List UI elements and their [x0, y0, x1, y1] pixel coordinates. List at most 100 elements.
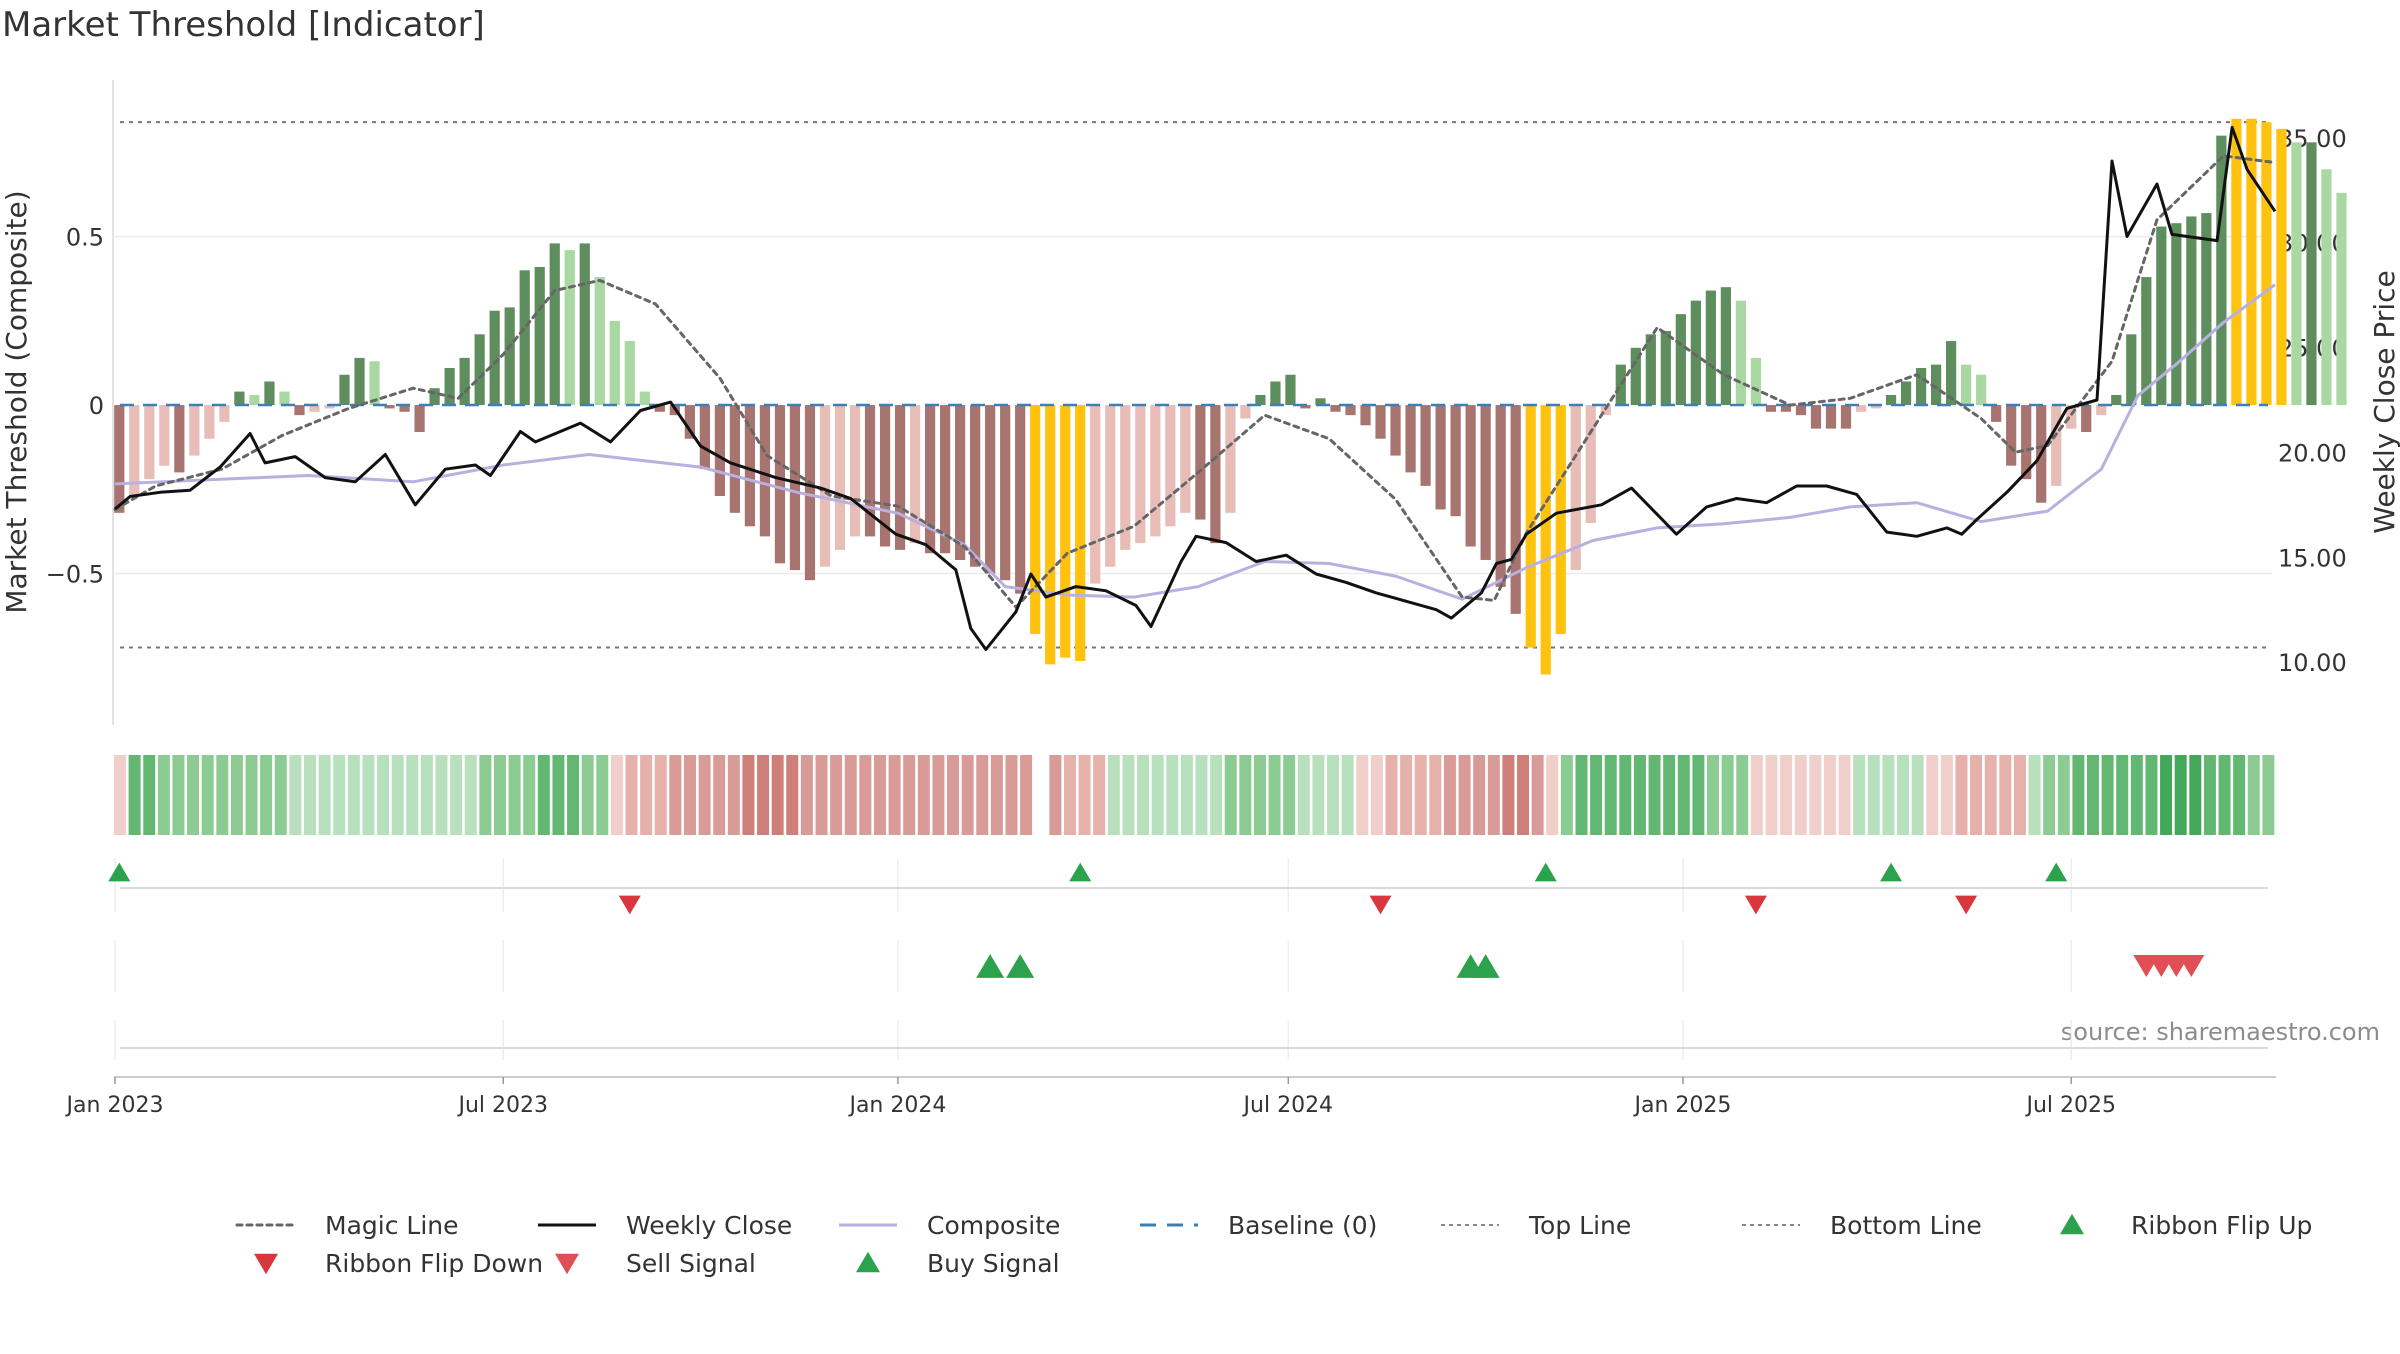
composite-bar	[2306, 142, 2317, 406]
composite-bar	[955, 405, 966, 560]
composite-bar	[1315, 398, 1326, 406]
ribbon-flip-up-marker	[1880, 862, 1903, 882]
legend-label: Baseline (0)	[1228, 1211, 1377, 1240]
composite-bar	[1780, 405, 1792, 412]
ribbon-cell	[1604, 755, 1617, 835]
composite-bar	[2171, 223, 2182, 406]
ribbon-cell	[1984, 755, 1997, 835]
buy-signal-marker	[1471, 954, 1500, 978]
ribbon-cell	[698, 755, 711, 835]
ribbon-cell	[917, 755, 930, 835]
composite-bar	[2321, 169, 2332, 406]
buy-signal-marker	[976, 954, 1005, 978]
ribbon-cell	[464, 755, 477, 835]
ribbon-cell	[1385, 755, 1398, 835]
ribbon-cell	[1327, 755, 1340, 835]
ribbon-cell	[216, 755, 229, 835]
ribbon-cell	[2072, 755, 2085, 835]
composite-bar	[1270, 381, 1281, 406]
composite-bar	[1495, 405, 1506, 587]
composite-bar	[789, 405, 801, 571]
composite-bar	[1645, 334, 1656, 406]
ribbon-cell	[2189, 755, 2202, 835]
composite-bar	[774, 405, 786, 564]
y-left-tick-label: −0.5	[46, 560, 104, 588]
composite-bar	[1961, 364, 1972, 406]
ribbon-cell	[333, 755, 346, 835]
composite-bar	[1045, 405, 1056, 665]
ribbon-cell	[1867, 755, 1880, 835]
composite-bar	[2156, 226, 2167, 406]
composite-bar	[1510, 405, 1521, 614]
composite-bar	[1330, 405, 1341, 412]
composite-bar	[549, 243, 560, 406]
ribbon-cell	[1487, 755, 1500, 835]
composite-bar	[2201, 213, 2212, 406]
legend-item: Ribbon Flip Up	[2060, 1211, 2312, 1240]
composite-bar	[249, 394, 260, 406]
ribbon-cell	[114, 755, 126, 835]
ribbon-cell	[625, 755, 638, 835]
chart-title: Market Threshold [Indicator]	[2, 5, 485, 45]
ribbon-cell	[1341, 755, 1354, 835]
ribbon-cell	[859, 755, 872, 835]
composite-bar	[1675, 314, 1686, 406]
ribbon-cell	[2218, 755, 2231, 835]
legend-item: Composite	[839, 1211, 1060, 1240]
magic-line	[113, 154, 2277, 610]
ribbon-cell	[961, 755, 974, 835]
y-left-tick-label: 0.5	[66, 224, 104, 252]
composite-bar	[1720, 287, 1731, 406]
ribbon-cell	[596, 755, 609, 835]
composite-bar	[1420, 405, 1431, 486]
legend-item: Magic Line	[235, 1211, 459, 1240]
ribbon-cell	[523, 755, 536, 835]
ribbon-cell	[157, 755, 170, 835]
ribbon-cell	[1809, 755, 1822, 835]
x-tick-label: Jul 2024	[1242, 1093, 1334, 1118]
composite-bar	[1946, 341, 1957, 406]
composite-bar	[2246, 118, 2257, 406]
ribbon-cell	[2262, 755, 2275, 835]
ribbon-cell	[2057, 755, 2070, 835]
composite-bar	[1375, 405, 1386, 439]
ribbon-cell	[245, 755, 258, 835]
composite-bar	[1660, 330, 1671, 406]
source-credit: source: sharemaestro.com	[2061, 1018, 2380, 1046]
composite-bar	[1150, 405, 1161, 537]
ribbon-cell	[713, 755, 726, 835]
composite-bar	[1165, 405, 1176, 527]
composite-bar	[1795, 405, 1807, 416]
composite-bar	[1991, 405, 2002, 422]
composite-bar	[204, 405, 215, 439]
composite-bar	[1840, 405, 1852, 429]
ribbon-cell	[450, 755, 463, 835]
ribbon-cell	[654, 755, 667, 835]
composite-bar	[129, 405, 140, 496]
composite-bar	[444, 368, 455, 406]
ribbon-cell	[1838, 755, 1851, 835]
ribbon-cell	[742, 755, 755, 835]
x-tick-label: Jan 2024	[847, 1093, 946, 1118]
ribbon-cell	[844, 755, 857, 835]
legend-triangle-down-swatch	[254, 1253, 278, 1275]
composite-bar	[1285, 374, 1296, 406]
ribbon-cell	[640, 755, 653, 835]
y-right-tick-label: 20.00	[2278, 439, 2347, 467]
composite-bar	[2126, 334, 2137, 406]
composite-bar	[819, 405, 831, 567]
ribbon-cell	[1560, 755, 1573, 835]
composite-bar	[879, 405, 891, 547]
ribbon-cell	[1458, 755, 1471, 835]
composite-bar	[1900, 381, 1912, 406]
composite-bar	[894, 405, 906, 550]
ribbon-cell	[1020, 755, 1033, 835]
composite-bar	[1135, 405, 1146, 544]
ribbon-cell	[903, 755, 916, 835]
composite-bar	[1690, 300, 1701, 406]
ribbon-cell	[976, 755, 989, 835]
composite-bar	[2231, 118, 2242, 406]
composite-bar	[940, 405, 951, 554]
composite-bar	[234, 391, 245, 406]
